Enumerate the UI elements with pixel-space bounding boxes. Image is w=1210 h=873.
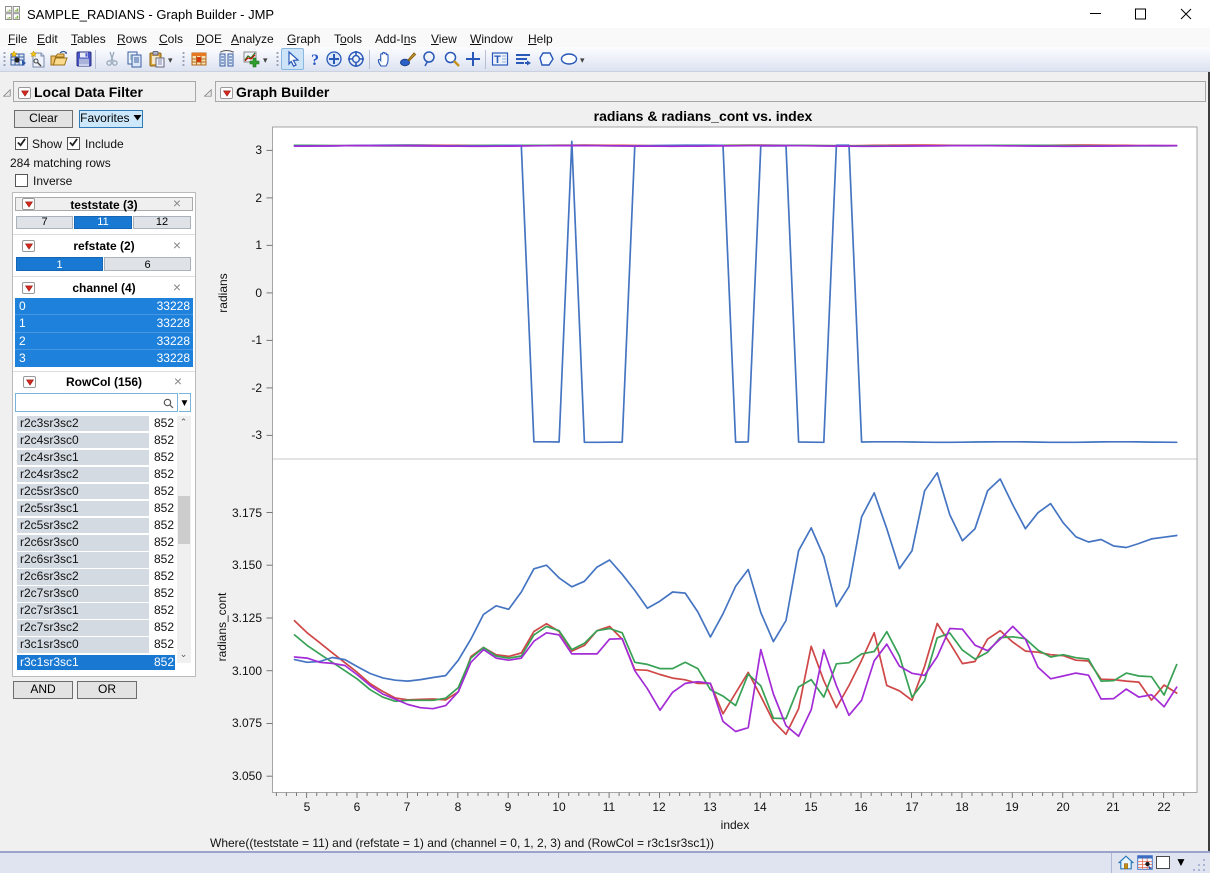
svg-text:?: ? — [311, 52, 319, 68]
svg-text:T: T — [494, 54, 501, 66]
